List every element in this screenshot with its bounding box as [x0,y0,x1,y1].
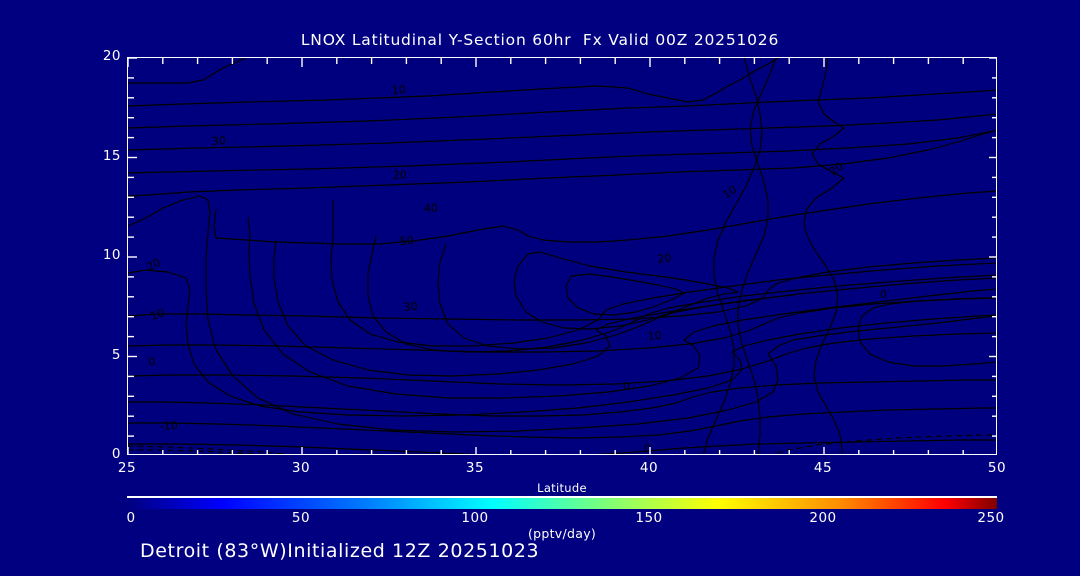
contour-label: 0 [147,355,156,369]
contour-label: 50 [399,234,414,248]
colorbar[interactable] [127,498,997,509]
y-axis-tick-label: 10 [102,247,121,263]
x-axis-tick-label: 45 [813,460,833,476]
x-axis-tick-label: 25 [117,460,137,476]
y-axis-tick-label: 5 [111,346,121,363]
x-axis-tick-label: 50 [987,460,1007,476]
contour-label: 0 [644,442,651,455]
contour-plot-svg: 10 20 30 40 50 10 20 30 20 10 0 -10 20 0… [128,58,996,455]
contour-label: -10 [159,419,178,433]
contour-label: 10 [149,306,166,323]
footer-caption: Detroit (83°W)Initialized 12Z 20251023 [140,540,540,562]
contour-label: 20 [657,251,673,266]
contour-label: 0 [623,380,630,393]
y-axis-ticks: 0 5 10 15 20 [73,48,121,462]
x-axis-tick-label: 30 [291,460,311,476]
contour-label: 10 [391,83,406,97]
colorbar-tick-label: 100 [461,510,489,526]
page-title: LNOX Latitudinal Y-Section 60hr Fx Valid… [300,31,780,49]
plot-area[interactable]: 10 20 30 40 50 10 20 30 20 10 0 -10 20 0… [127,57,997,455]
contour-label: 20 [392,168,407,182]
colorbar-tick-label: 200 [809,510,837,526]
colorbar-rule [127,496,997,498]
x-axis-ticks: 25 30 35 40 45 50 [118,460,1006,482]
contour-labels: 10 20 30 40 50 10 20 30 20 10 0 -10 20 0… [145,83,887,455]
x-axis-tick-label: 35 [465,460,485,476]
colorbar-units: (pptv/day) [527,526,597,541]
colorbar-tick-label: 250 [977,510,1005,526]
contour-label: 20 [145,256,163,274]
contour-lines [128,58,996,454]
contour-label: 0 [880,288,887,301]
contour-label: 40 [424,202,438,215]
y-axis-tick-label: 0 [111,446,121,462]
colorbar-title: Latitude [537,481,587,495]
colorbar-tick-label: 50 [291,510,311,526]
contour-label: 30 [211,134,226,148]
colorbar-tick-label: 150 [635,510,663,526]
y-axis-tick-label: 15 [102,147,121,164]
colorbar-tick-label: 0 [126,510,136,526]
contour-label: 10 [647,329,662,343]
x-axis-tick-label: 40 [639,460,659,476]
colorbar-ticks: 0 50 100 150 200 250 [126,510,1004,530]
axis-tick-marks [128,58,996,454]
y-axis-tick-label: 20 [102,48,121,64]
contour-label: 30 [403,300,418,314]
